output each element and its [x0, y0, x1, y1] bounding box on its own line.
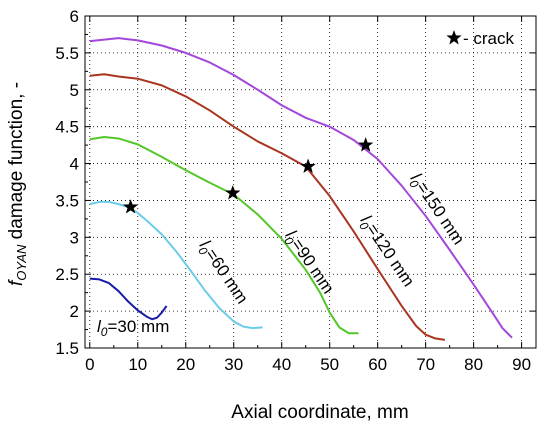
x-tick-label: 80 [464, 355, 483, 374]
x-tick-label: 30 [224, 355, 243, 374]
y-tick-label: 5 [70, 81, 79, 100]
axes: 0 10 20 30 40 50 60 70 80 90 1.5 2 2.5 3 3.5 4 4.5 5 5.5 6 [55, 7, 537, 374]
plot-frame [84, 15, 537, 349]
series-line [89, 73, 445, 341]
series-line [89, 200, 263, 330]
y-tick-label: 5.5 [55, 44, 79, 63]
x-tick-label: 60 [368, 355, 387, 374]
crack-markers [122, 137, 374, 214]
x-tick-label: 70 [416, 355, 435, 374]
x-tick-label: 0 [85, 355, 94, 374]
x-tick-label: 90 [512, 355, 531, 374]
y-tick-label: 3 [70, 228, 79, 247]
y-axis-title: fOYAN damage function, - [6, 82, 29, 286]
x-tick-label: 20 [176, 355, 195, 374]
crack-star-marker [300, 158, 316, 173]
x-tick-label: 10 [128, 355, 147, 374]
series-line [89, 277, 168, 321]
x-axis-title: Axial coordinate, mm [231, 402, 408, 423]
series-lines [89, 37, 513, 341]
grid [85, 15, 536, 349]
series-label: l0=30 mm [97, 317, 169, 339]
series-line [89, 37, 513, 339]
legend: - crack [446, 29, 515, 48]
y-tick-label: 6 [70, 7, 79, 26]
legend-text: - crack [463, 29, 515, 48]
x-tick-label: 50 [320, 355, 339, 374]
series-label: l0=60 mm [193, 237, 252, 309]
crack-star-marker [122, 199, 139, 214]
crack-star-marker [225, 185, 241, 200]
series-line [89, 136, 359, 335]
y-tick-label: 4 [70, 155, 79, 174]
y-tick-label: 2.5 [55, 265, 79, 284]
legend-star-icon [446, 30, 462, 45]
x-tick-label: 40 [272, 355, 291, 374]
crack-star-marker [358, 137, 374, 152]
y-tick-label: 1.5 [55, 339, 79, 358]
y-tick-label: 2 [70, 302, 79, 321]
y-tick-label: 3.5 [55, 191, 79, 210]
series-label: l0=120 mm [354, 212, 418, 292]
y-tick-label: 4.5 [55, 118, 79, 137]
